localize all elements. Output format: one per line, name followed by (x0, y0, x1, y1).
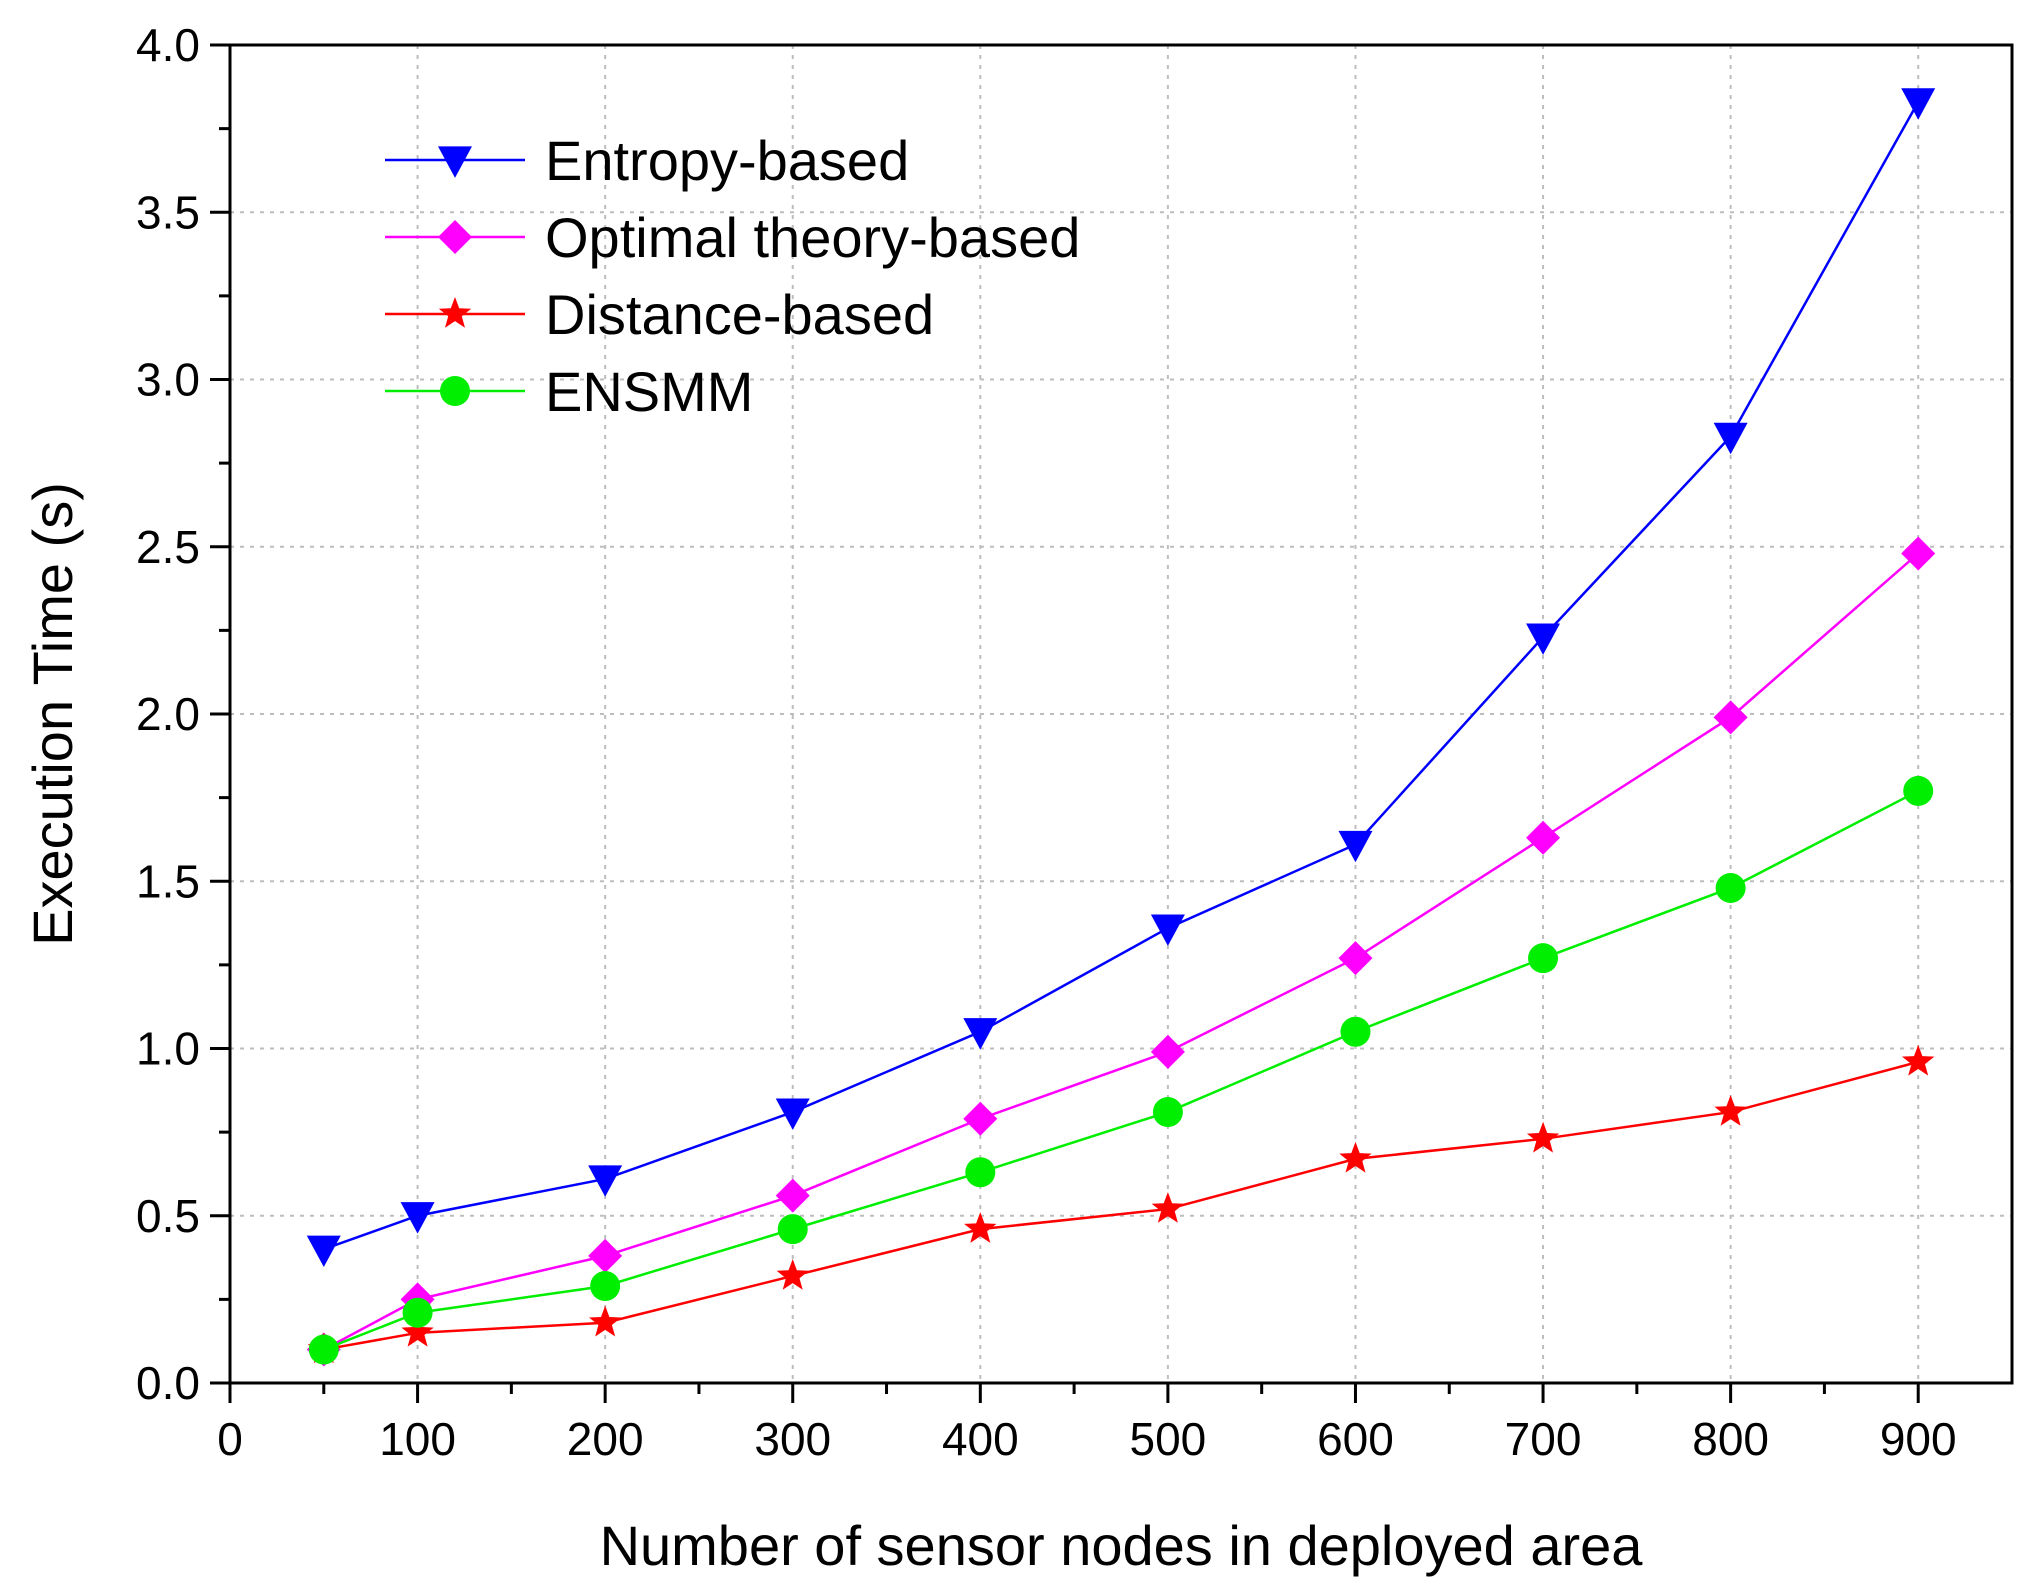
series-line (323, 552, 1920, 1351)
data-point (1901, 536, 1936, 571)
legend-item: Distance-based (385, 283, 934, 346)
data-point (1340, 1016, 1371, 1047)
data-point (1902, 1044, 1935, 1076)
legend-label: Entropy-based (545, 129, 909, 192)
data-point (964, 1212, 997, 1243)
y-axis-title: Execution Time (s) (21, 482, 84, 946)
legend: Entropy-based Optimal theory-based Distanc… (385, 129, 1080, 423)
data-point (777, 1214, 808, 1245)
data-point (1713, 700, 1748, 735)
x-tick-label: 400 (942, 1413, 1019, 1465)
data-point (963, 1101, 998, 1136)
data-point (400, 1202, 435, 1234)
data-point (402, 1297, 433, 1328)
data-point (1151, 1192, 1185, 1223)
data-point (588, 1165, 623, 1197)
axis-ticks: 0 100 200 300 400 500 600 700 800 900 0.0 0.5 1.0 1.5… (136, 19, 1957, 1465)
data-point (308, 1334, 339, 1365)
series-line (323, 101, 1920, 1251)
y-tick-label: 0.0 (136, 1357, 200, 1409)
data-point (1150, 1034, 1185, 1069)
data-point (776, 1259, 809, 1290)
data-point (963, 1018, 998, 1050)
legend-label: Optimal theory-based (545, 206, 1080, 269)
data-point (306, 1235, 341, 1268)
data-point (1713, 422, 1748, 455)
series-line (323, 1060, 1919, 1351)
data-point (590, 1270, 621, 1301)
x-tick-label: 100 (379, 1413, 456, 1465)
y-tick-label: 3.5 (136, 186, 200, 238)
series-layer (306, 88, 1936, 1367)
data-point (1338, 830, 1373, 863)
series-line (323, 789, 1919, 1351)
y-tick-label: 2.0 (136, 688, 200, 740)
data-point (1526, 1121, 1560, 1153)
data-point (965, 1157, 996, 1188)
data-point (775, 1098, 810, 1130)
data-point (1338, 941, 1373, 976)
x-tick-label: 0 (217, 1413, 243, 1465)
data-point (1528, 943, 1559, 974)
series-3 (308, 775, 1934, 1365)
data-point (401, 1315, 434, 1347)
legend-marker (440, 376, 470, 406)
legend-item: ENSMM (385, 360, 753, 423)
x-axis-title: Number of sensor nodes in deployed area (600, 1514, 1644, 1577)
data-point (1339, 1141, 1372, 1173)
x-tick-label: 900 (1880, 1413, 1957, 1465)
x-tick-label: 500 (1130, 1413, 1207, 1465)
data-point (1526, 820, 1561, 855)
data-point (775, 1178, 810, 1213)
data-point (1526, 623, 1561, 655)
y-tick-label: 1.0 (136, 1023, 200, 1075)
x-tick-label: 600 (1317, 1413, 1394, 1465)
y-tick-label: 2.5 (136, 521, 200, 573)
series-0 (306, 88, 1936, 1268)
y-tick-label: 3.0 (136, 354, 200, 406)
y-tick-label: 0.5 (136, 1190, 200, 1242)
y-tick-label: 1.5 (136, 855, 200, 907)
grid-lines (230, 45, 2012, 1383)
data-point (1152, 1097, 1183, 1128)
y-tick-label: 4.0 (136, 19, 200, 71)
x-tick-label: 200 (567, 1413, 644, 1465)
series-2 (307, 1044, 1935, 1364)
legend-label: Distance-based (545, 283, 934, 346)
data-point (589, 1305, 622, 1337)
x-tick-label: 800 (1692, 1413, 1769, 1465)
data-point (1901, 88, 1936, 120)
legend-label: ENSMM (545, 360, 753, 423)
legend-item: Optimal theory-based (385, 206, 1080, 269)
legend-item: Entropy-based (385, 129, 909, 192)
series-1 (306, 536, 1936, 1367)
x-tick-label: 700 (1505, 1413, 1582, 1465)
data-point (1715, 872, 1746, 903)
legend-marker (438, 297, 472, 328)
data-point (1903, 775, 1934, 806)
data-point (1150, 914, 1185, 946)
x-tick-label: 300 (754, 1413, 831, 1465)
data-point (1714, 1095, 1747, 1126)
legend-marker (438, 220, 472, 254)
data-point (588, 1238, 623, 1273)
legend-marker (438, 146, 472, 178)
